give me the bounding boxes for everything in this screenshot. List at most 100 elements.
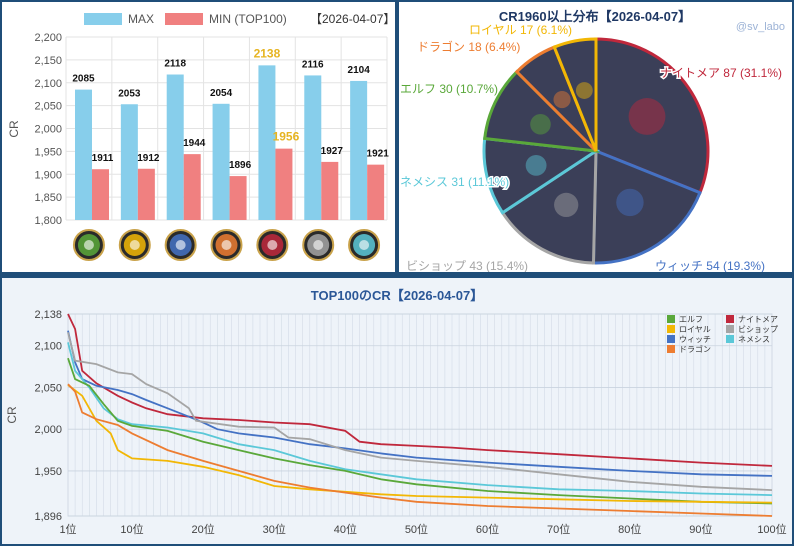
- y-tick-label: 2,100: [34, 341, 62, 353]
- pie-slice-nightmare: [594, 37, 710, 195]
- pie-label-elf: エルフ 30 (10.7%): [400, 82, 498, 96]
- y-tick-label: 1,950: [34, 146, 62, 158]
- pie-label-witch: ウィッチ 54 (19.3%): [655, 259, 765, 272]
- x-tick-label: 30位: [263, 522, 286, 536]
- line-series-nightmare: [67, 313, 773, 467]
- y-tick-label: 1,950: [34, 466, 62, 478]
- y-tick-label: 2,050: [34, 382, 62, 394]
- bar-chart: MAX MIN (TOP100) 【2026-04-07】 1,800 1,850 1,9…: [7, 12, 395, 261]
- line-chart-panel: TOP100のCR【2026-04-07】 1,896 1,950 2,000 2,05…: [2, 278, 792, 544]
- legend-label-min: MIN (TOP100): [209, 12, 287, 26]
- bar-max-witch: [166, 74, 184, 220]
- pie-slice-witch: [591, 148, 702, 265]
- legend-label-nemesis: ネメシス: [738, 335, 770, 344]
- x-tick-label: 100位: [757, 522, 786, 536]
- y-tick-label: 2,150: [34, 55, 62, 67]
- y-tick-label: 1,800: [34, 215, 62, 227]
- slice-art: [575, 82, 593, 99]
- bar-min-nightmare: [275, 148, 293, 220]
- slice-art: [525, 154, 547, 176]
- bar-max-elf: [75, 89, 92, 220]
- pie-chart-panel: CR1960以上分布【2026-04-07】 @sv_labo ナイトメア 87 (…: [399, 2, 792, 272]
- x-tick-label: 10位: [120, 522, 143, 536]
- x-tick-label: 40位: [334, 522, 357, 536]
- y-tick-label: 2,000: [34, 424, 62, 436]
- bar-min-dragon: [229, 176, 247, 220]
- bar-min-elf: [92, 169, 109, 220]
- data-label-min: 1927: [321, 146, 344, 157]
- line-series-dragon: [67, 383, 773, 517]
- slice-art: [530, 113, 551, 135]
- bar-max-royal: [120, 104, 138, 220]
- bar-min-royal: [137, 168, 155, 220]
- pie-slice-bishop: [500, 148, 598, 265]
- pie-slice-royal: [552, 37, 598, 152]
- line-series-bishop: [67, 332, 773, 491]
- data-label-min: 1912: [137, 153, 160, 164]
- watermark: @sv_labo: [736, 21, 785, 33]
- data-label-max: 2085: [72, 74, 95, 85]
- bishop-icon: [302, 229, 335, 261]
- data-label-max: 2053: [118, 88, 141, 99]
- legend-swatch-dragon: [667, 345, 675, 353]
- slice-art: [616, 188, 644, 217]
- line-series-nemesis: [67, 342, 773, 496]
- data-label-min: 1921: [367, 149, 390, 160]
- data-label-min: 1911: [92, 153, 114, 164]
- magic-circle-icon: [164, 229, 197, 261]
- x-tick-label: 1位: [59, 522, 76, 536]
- y-tick-label: 2,100: [34, 78, 62, 90]
- y-tick-label: 1,850: [34, 192, 62, 204]
- bar-min-witch: [183, 154, 201, 220]
- bar-min-nemesis: [367, 164, 385, 220]
- x-tick-label: 90位: [689, 522, 712, 536]
- x-tick-label: 60位: [476, 522, 499, 536]
- line-series-elf: [67, 357, 773, 505]
- legend-swatch-witch: [667, 335, 675, 343]
- line-chart: TOP100のCR【2026-04-07】 1,896 1,950 2,000 2,05…: [5, 288, 787, 536]
- x-tick-label: 80位: [618, 522, 641, 536]
- legend-swatch-bishop: [726, 325, 734, 333]
- data-label-max: 2138: [254, 46, 281, 60]
- data-label-max: 2116: [302, 59, 324, 70]
- data-label-min: 1896: [229, 160, 252, 171]
- pie-label-nemesis: ネメシス 31 (11.1%): [400, 175, 509, 189]
- pie-label-royal: ロイヤル 17 (6.1%): [469, 23, 572, 37]
- y-tick-label: 2,200: [34, 32, 62, 44]
- x-tick-label: 20位: [191, 522, 214, 536]
- line-title: TOP100のCR【2026-04-07】: [311, 288, 483, 303]
- crown-icon: [118, 229, 151, 261]
- pie-label-bishop: ビショップ 43 (15.4%): [406, 259, 528, 272]
- slice-art: [628, 98, 666, 135]
- pie-title: CR1960以上分布【2026-04-07】: [499, 9, 691, 24]
- legend-label-royal: ロイヤル: [679, 325, 711, 334]
- slice-art: [554, 192, 579, 218]
- bar-min-bishop: [321, 161, 339, 220]
- legend-swatch-royal: [667, 325, 675, 333]
- y-tick-label: 2,000: [34, 124, 62, 136]
- y-axis-label: CR: [7, 120, 21, 138]
- line-series-witch: [67, 330, 773, 477]
- y-tick-label: 2,050: [34, 101, 62, 113]
- data-label-max: 2104: [348, 65, 371, 76]
- x-tick-label: 50位: [405, 522, 428, 536]
- legend-swatch-min: [165, 13, 203, 25]
- dragon-icon: [210, 229, 243, 261]
- legend-label-max: MAX: [128, 12, 154, 26]
- data-label-min: 1956: [273, 130, 300, 144]
- y-tick-label: 2,138: [34, 309, 62, 321]
- legend-label-elf: エルフ: [679, 315, 703, 324]
- data-label-max: 2118: [164, 59, 186, 70]
- pie-chart: CR1960以上分布【2026-04-07】 @sv_labo ナイトメア 87 (…: [399, 9, 785, 272]
- legend-swatch-nightmare: [726, 315, 734, 323]
- x-tick-label: 70位: [547, 522, 570, 536]
- legend-label-bishop: ビショップ: [738, 325, 778, 334]
- data-label-min: 1944: [183, 138, 206, 149]
- bar-max-nemesis: [350, 80, 368, 220]
- line-series-royal: [67, 384, 773, 504]
- legend-swatch-nemesis: [726, 335, 734, 343]
- nightmare-icon: [256, 229, 289, 261]
- bar-chart-panel: MAX MIN (TOP100) 【2026-04-07】 1,800 1,850 1,9…: [2, 2, 395, 272]
- pie-slice-nemesis: [482, 136, 601, 215]
- legend-swatch-max: [84, 13, 122, 25]
